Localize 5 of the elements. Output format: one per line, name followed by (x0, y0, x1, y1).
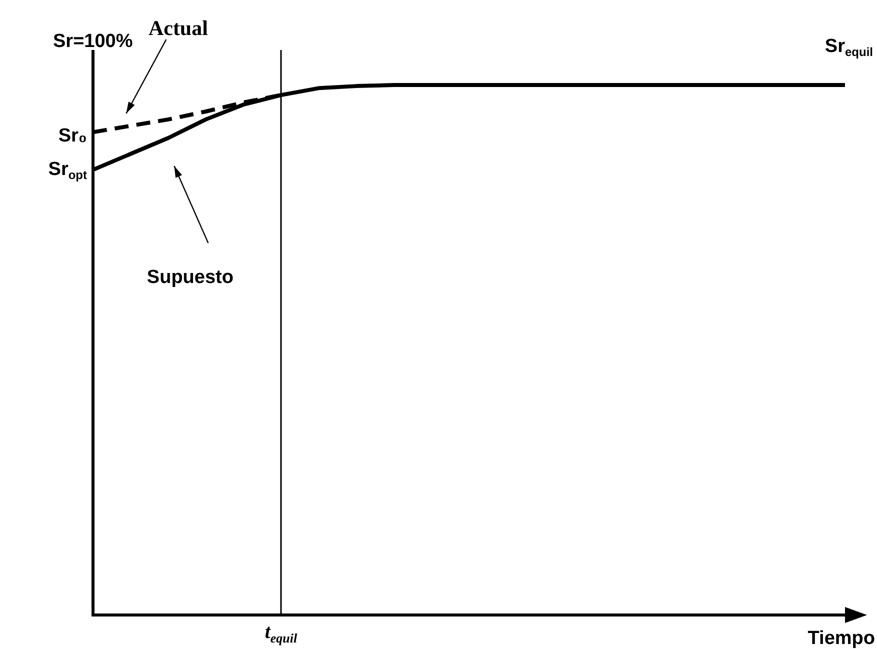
text: Sr₀ (58, 125, 88, 146)
text: Supuesto (146, 267, 234, 288)
text: Sr=100% (53, 31, 133, 52)
text: Actual (148, 16, 208, 40)
x-axis-title: Tiempo (808, 628, 876, 649)
